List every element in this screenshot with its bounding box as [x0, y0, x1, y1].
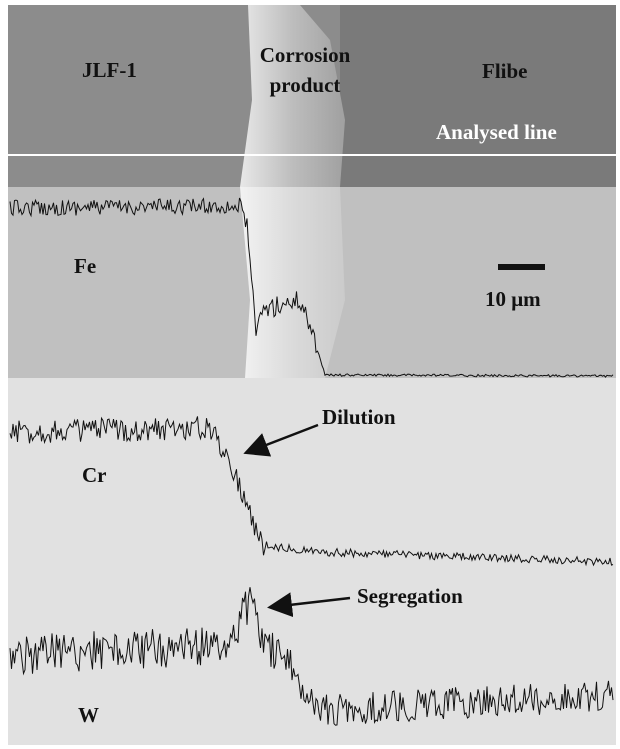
label-corrosion: Corrosion — [260, 43, 351, 67]
scale-bar — [498, 264, 545, 270]
label-product: product — [270, 73, 341, 97]
annotation: Segregation — [357, 584, 463, 608]
label-jlf: JLF-1 — [82, 58, 137, 82]
figure: JLF-1 Corrosion product Flibe Analysed l… — [0, 0, 620, 749]
label-flibe: Flibe — [482, 59, 528, 83]
element-label: Fe — [74, 254, 96, 278]
flibe-region — [340, 5, 616, 187]
annotation: Dilution — [322, 405, 396, 429]
element-label: Cr — [82, 463, 107, 487]
scale-label: 10 μm — [485, 287, 541, 311]
element-label: W — [78, 703, 99, 727]
label-analysed-line: Analysed line — [436, 120, 557, 144]
lighter-band — [8, 187, 616, 378]
